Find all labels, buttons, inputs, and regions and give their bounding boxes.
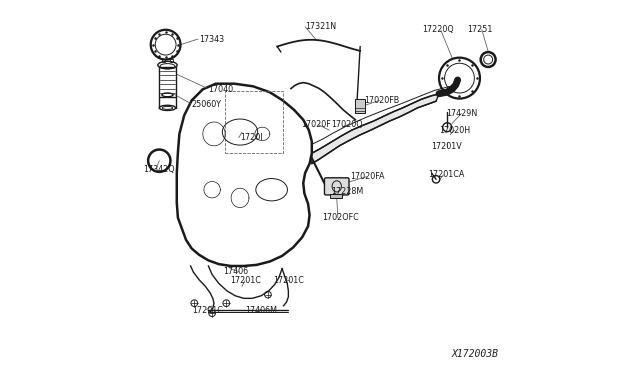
Text: 1720I: 1720I bbox=[240, 133, 262, 142]
Text: 17020FB: 17020FB bbox=[365, 96, 400, 105]
Text: 17429N: 17429N bbox=[447, 109, 477, 118]
Text: 17228M: 17228M bbox=[331, 187, 364, 196]
Text: 17201C: 17201C bbox=[230, 276, 261, 285]
Text: 17406M: 17406M bbox=[246, 306, 278, 315]
Bar bbox=[159, 67, 175, 97]
Text: 17343: 17343 bbox=[199, 35, 224, 44]
Text: 17321N: 17321N bbox=[305, 22, 336, 31]
Bar bbox=[225, 91, 283, 153]
Text: 17201V: 17201V bbox=[431, 142, 462, 151]
Text: 17220Q: 17220Q bbox=[422, 25, 454, 34]
Text: 17020F: 17020F bbox=[301, 120, 331, 129]
Text: 17342Q: 17342Q bbox=[143, 165, 175, 174]
Text: 17020H: 17020H bbox=[439, 126, 470, 135]
Text: 17251: 17251 bbox=[467, 25, 492, 34]
Text: 17020Q: 17020Q bbox=[331, 120, 363, 129]
Text: X172003B: X172003B bbox=[452, 349, 499, 359]
Text: 1702OFC: 1702OFC bbox=[322, 213, 358, 222]
FancyBboxPatch shape bbox=[324, 178, 349, 195]
Polygon shape bbox=[312, 94, 439, 164]
Bar bbox=[170, 59, 173, 62]
Text: 17406: 17406 bbox=[223, 267, 248, 276]
Bar bbox=[355, 99, 365, 113]
Text: 17040: 17040 bbox=[209, 85, 234, 94]
Text: 17020FA: 17020FA bbox=[349, 172, 384, 181]
Text: 17201CA: 17201CA bbox=[428, 170, 464, 179]
Bar bbox=[330, 194, 342, 198]
Text: 17201C: 17201C bbox=[273, 276, 305, 285]
Text: 17201C: 17201C bbox=[191, 306, 223, 315]
Text: 25060Y: 25060Y bbox=[191, 100, 221, 109]
Bar bbox=[161, 59, 164, 62]
